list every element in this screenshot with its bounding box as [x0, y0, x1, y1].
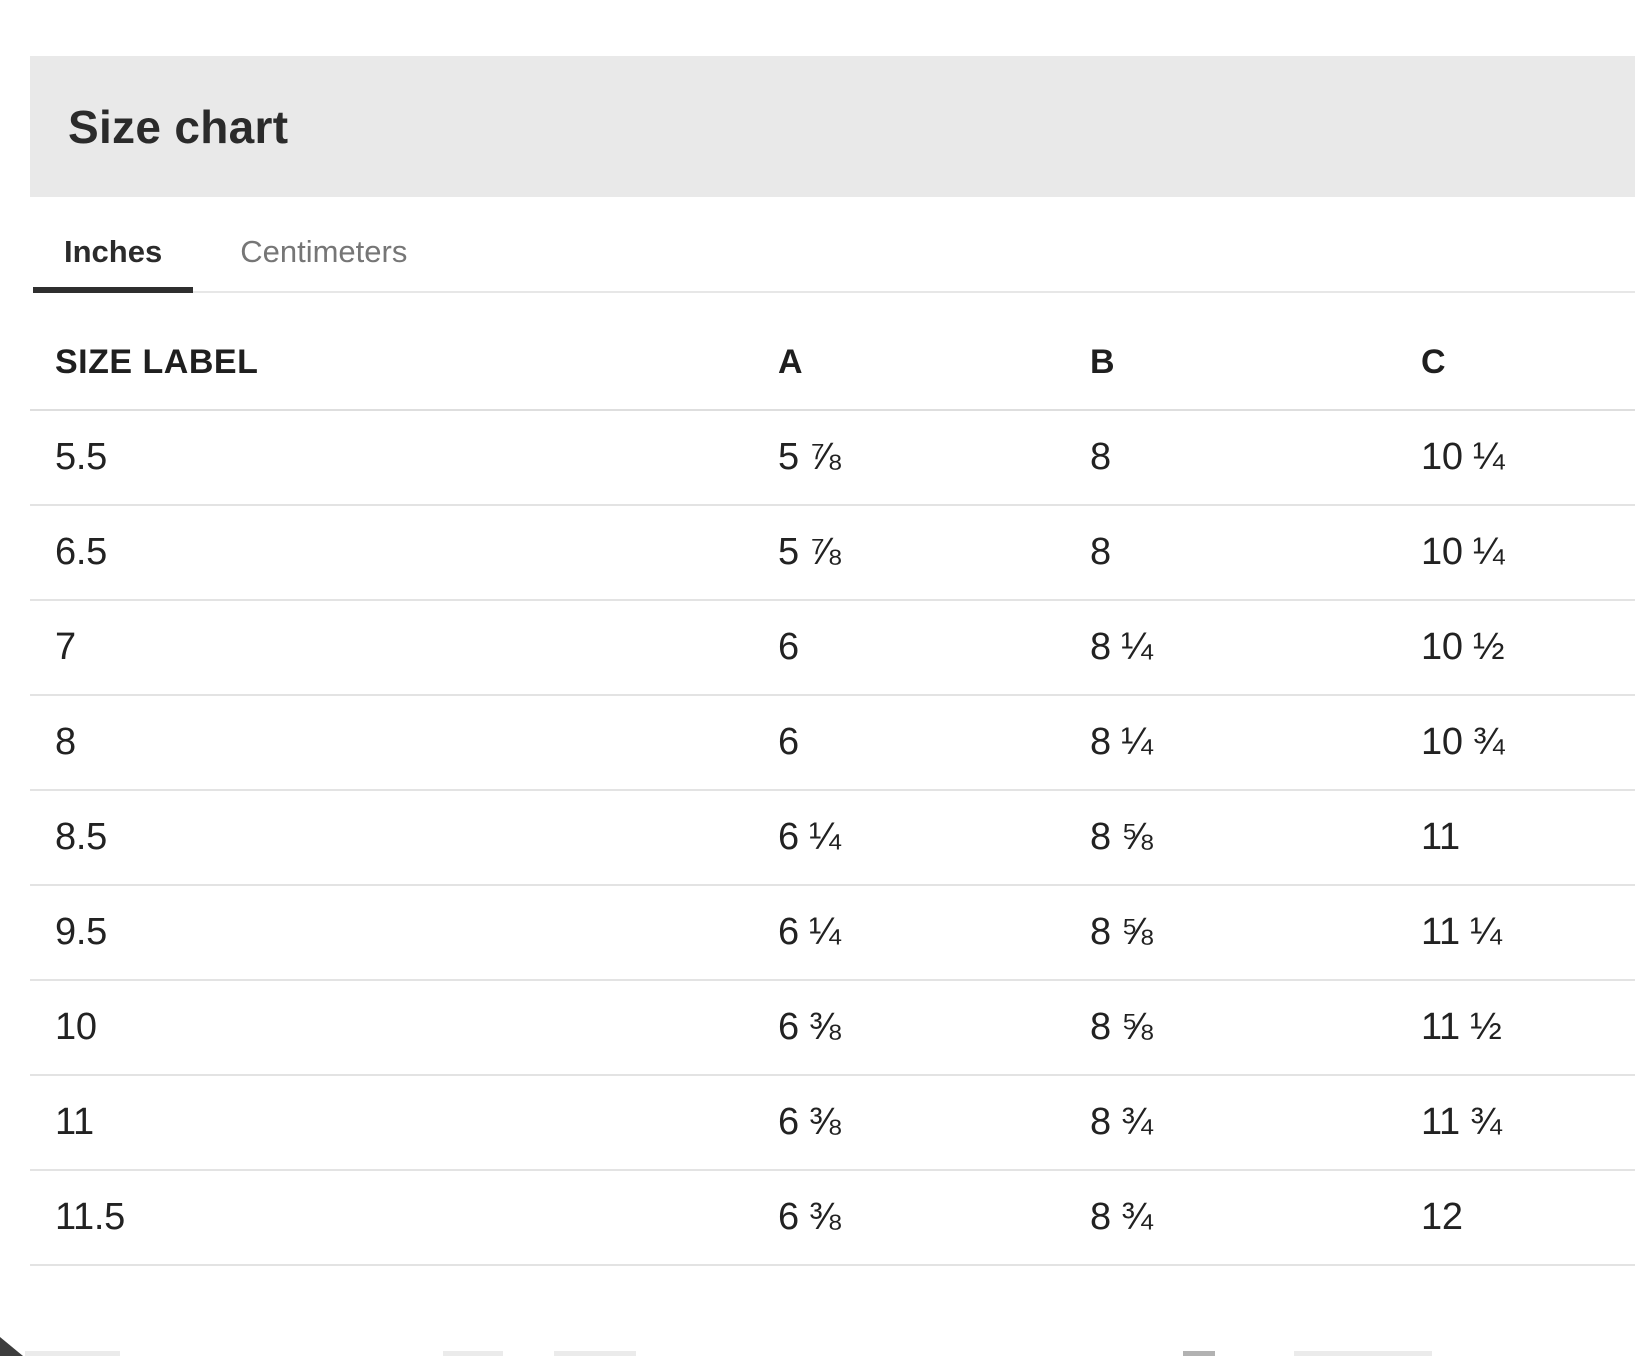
cell-size-label: 7 [55, 626, 76, 668]
table-row: 9.5 6 ¼ 8 ⅝ 11 ¼ [30, 886, 1635, 981]
cutoff-element [554, 1351, 636, 1356]
active-tab-underline [33, 287, 194, 293]
cell-a: 6 [778, 721, 799, 763]
cutoff-element [1183, 1351, 1215, 1356]
cell-c: 10 ¼ [1421, 531, 1505, 573]
cutoff-element [25, 1351, 120, 1356]
cell-c: 10 ¾ [1421, 721, 1505, 763]
cell-b: 8 ¾ [1090, 1196, 1153, 1238]
table-row: 11.5 6 ⅜ 8 ¾ 12 [30, 1171, 1635, 1266]
cutoff-corner-shape [0, 1337, 23, 1356]
column-header-c: C [1421, 343, 1447, 381]
cell-a: 6 ⅜ [778, 1101, 841, 1143]
cell-a: 6 [778, 626, 799, 668]
cutoff-element [1294, 1351, 1432, 1356]
unit-tabbar: Inches Centimeters [33, 212, 1635, 293]
cell-b: 8 [1090, 436, 1111, 478]
cell-size-label: 8.5 [55, 816, 107, 858]
cell-size-label: 6.5 [55, 531, 107, 573]
cell-size-label: 11.5 [55, 1196, 125, 1238]
cell-c: 10 ¼ [1421, 436, 1505, 478]
tab-centimeters-label: Centimeters [240, 233, 408, 269]
cell-size-label: 8 [55, 721, 76, 763]
cell-size-label: 10 [55, 1006, 97, 1048]
cell-a: 6 ⅜ [778, 1006, 841, 1048]
cell-a: 5 ⅞ [778, 436, 841, 478]
page-title: Size chart [68, 100, 289, 153]
tab-inches-label: Inches [64, 233, 163, 269]
cell-size-label: 5.5 [55, 436, 107, 478]
tab-inches[interactable]: Inches [33, 212, 194, 293]
cell-c: 11 ½ [1421, 1006, 1502, 1048]
table-row: 8.5 6 ¼ 8 ⅝ 11 [30, 791, 1635, 886]
table-row: 10 6 ⅜ 8 ⅝ 11 ½ [30, 981, 1635, 1076]
table-row: 8 6 8 ¼ 10 ¾ [30, 696, 1635, 791]
cell-c: 10 ½ [1421, 626, 1505, 668]
table-row: 11 6 ⅜ 8 ¾ 11 ¾ [30, 1076, 1635, 1171]
cell-size-label: 11 [55, 1101, 94, 1143]
tab-centimeters[interactable]: Centimeters [209, 212, 438, 291]
cell-c: 11 [1421, 816, 1460, 858]
cell-b: 8 ⅝ [1090, 816, 1153, 858]
table-row: 7 6 8 ¼ 10 ½ [30, 601, 1635, 696]
cell-a: 6 ¼ [778, 816, 841, 858]
cell-c: 12 [1421, 1196, 1463, 1238]
cell-c: 11 ¼ [1421, 911, 1502, 953]
cell-b: 8 ⅝ [1090, 911, 1153, 953]
cutoff-element [443, 1351, 503, 1356]
column-header-size-label: SIZE LABEL [55, 343, 259, 381]
table-row: 5.5 5 ⅞ 8 10 ¼ [30, 411, 1635, 506]
cell-a: 5 ⅞ [778, 531, 841, 573]
cell-b: 8 ¼ [1090, 626, 1153, 668]
table-header-row: SIZE LABEL A B C [30, 316, 1635, 411]
size-chart-header: Size chart [30, 56, 1635, 197]
size-table: SIZE LABEL A B C 5.5 5 ⅞ 8 10 ¼ 6.5 5 ⅞ … [30, 316, 1635, 1266]
cell-c: 11 ¾ [1421, 1101, 1502, 1143]
cell-b: 8 [1090, 531, 1111, 573]
table-row: 6.5 5 ⅞ 8 10 ¼ [30, 506, 1635, 601]
cell-b: 8 ⅝ [1090, 1006, 1153, 1048]
column-header-a: A [778, 343, 804, 381]
cell-a: 6 ⅜ [778, 1196, 841, 1238]
cell-b: 8 ¾ [1090, 1101, 1153, 1143]
size-table-body: 5.5 5 ⅞ 8 10 ¼ 6.5 5 ⅞ 8 10 ¼ 7 6 8 ¼ 10… [30, 411, 1635, 1266]
cell-a: 6 ¼ [778, 911, 841, 953]
cell-b: 8 ¼ [1090, 721, 1153, 763]
column-header-b: B [1090, 343, 1116, 381]
cell-size-label: 9.5 [55, 911, 107, 953]
